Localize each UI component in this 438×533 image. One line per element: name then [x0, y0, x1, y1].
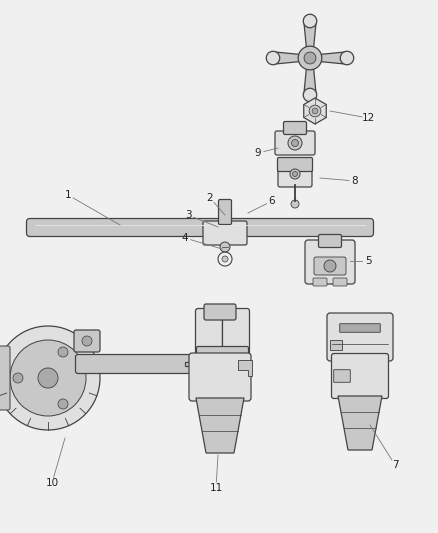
Polygon shape	[238, 360, 252, 376]
Circle shape	[303, 88, 317, 102]
FancyBboxPatch shape	[197, 346, 248, 359]
Circle shape	[13, 373, 23, 383]
FancyBboxPatch shape	[314, 257, 346, 275]
Circle shape	[288, 136, 302, 150]
Text: 4: 4	[182, 233, 188, 243]
Circle shape	[304, 52, 316, 64]
FancyBboxPatch shape	[333, 278, 347, 286]
Circle shape	[312, 108, 318, 114]
FancyBboxPatch shape	[318, 235, 342, 247]
Circle shape	[340, 51, 354, 64]
Polygon shape	[304, 58, 316, 95]
FancyBboxPatch shape	[189, 353, 251, 401]
FancyBboxPatch shape	[0, 346, 10, 410]
Circle shape	[220, 242, 230, 252]
FancyBboxPatch shape	[278, 161, 312, 187]
Circle shape	[309, 105, 321, 117]
Circle shape	[58, 399, 68, 409]
FancyBboxPatch shape	[305, 240, 355, 284]
Circle shape	[10, 340, 86, 416]
FancyBboxPatch shape	[334, 370, 350, 382]
Circle shape	[303, 14, 317, 28]
Text: 3: 3	[185, 210, 191, 220]
Polygon shape	[304, 21, 316, 58]
Text: 2: 2	[207, 193, 213, 203]
Circle shape	[290, 169, 300, 179]
FancyBboxPatch shape	[327, 313, 393, 361]
Polygon shape	[196, 398, 244, 453]
FancyBboxPatch shape	[283, 122, 307, 134]
Polygon shape	[273, 52, 310, 64]
FancyBboxPatch shape	[203, 221, 247, 245]
Circle shape	[222, 256, 228, 262]
FancyBboxPatch shape	[27, 219, 374, 237]
Text: 9: 9	[254, 148, 261, 158]
FancyBboxPatch shape	[275, 131, 315, 155]
Circle shape	[38, 368, 58, 388]
Text: 7: 7	[392, 460, 398, 470]
Text: 11: 11	[209, 483, 223, 493]
Text: 6: 6	[268, 196, 276, 206]
Circle shape	[324, 260, 336, 272]
Text: 8: 8	[352, 176, 358, 186]
Circle shape	[58, 347, 68, 357]
FancyBboxPatch shape	[219, 199, 232, 224]
Polygon shape	[330, 340, 342, 350]
FancyBboxPatch shape	[223, 309, 250, 356]
Text: 12: 12	[361, 113, 374, 123]
Polygon shape	[304, 98, 326, 124]
Polygon shape	[310, 52, 347, 64]
FancyBboxPatch shape	[332, 353, 389, 399]
FancyBboxPatch shape	[278, 157, 312, 172]
Polygon shape	[338, 396, 382, 450]
FancyBboxPatch shape	[195, 309, 223, 356]
Polygon shape	[185, 357, 203, 371]
Text: 5: 5	[365, 256, 371, 266]
FancyBboxPatch shape	[204, 304, 236, 320]
Circle shape	[82, 336, 92, 346]
Circle shape	[292, 140, 299, 147]
FancyBboxPatch shape	[340, 324, 380, 332]
FancyBboxPatch shape	[75, 354, 195, 374]
Circle shape	[298, 46, 322, 70]
FancyBboxPatch shape	[313, 278, 327, 286]
Circle shape	[266, 51, 280, 64]
Circle shape	[293, 172, 297, 176]
Text: 1: 1	[65, 190, 71, 200]
FancyBboxPatch shape	[74, 330, 100, 352]
Circle shape	[0, 326, 100, 430]
Circle shape	[291, 200, 299, 208]
Text: 10: 10	[46, 478, 59, 488]
